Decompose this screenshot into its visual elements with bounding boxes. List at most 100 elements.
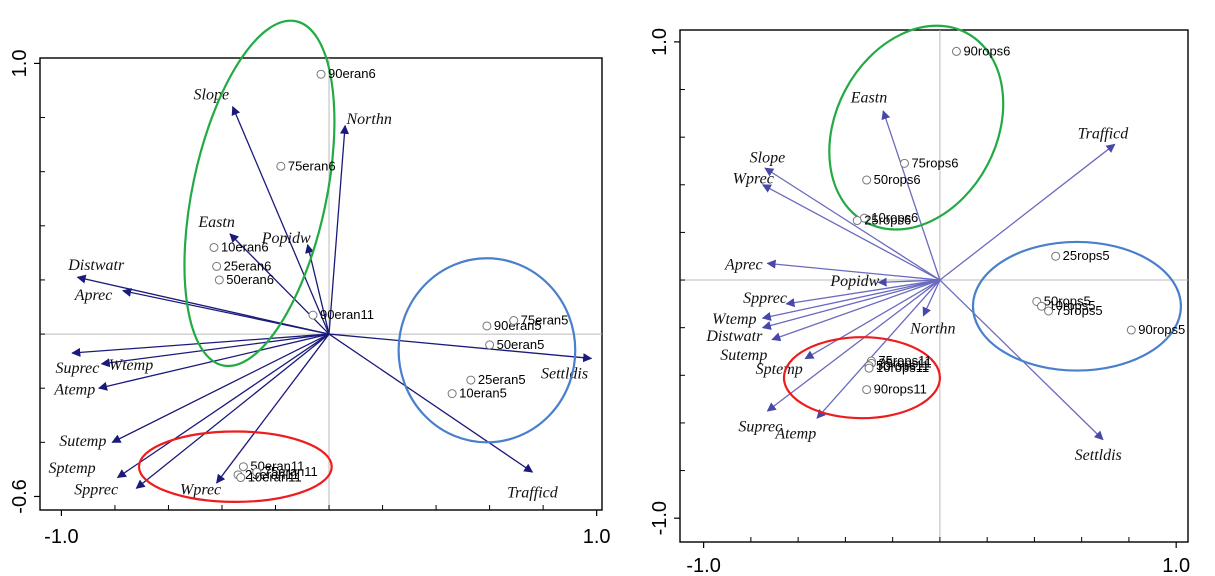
site-label: 50rops6 (874, 172, 921, 187)
arrow-wprec (761, 184, 941, 281)
arrow-sptemp (804, 279, 941, 360)
x-tick-label: -1.0 (686, 555, 720, 576)
site-point (308, 310, 318, 320)
site-label: 90rops11 (874, 382, 927, 397)
x-tick-label: 1.0 (583, 526, 611, 548)
site-label: 10eran6 (221, 239, 269, 254)
site-point (482, 321, 492, 331)
arrow-label-sutemp: Sutemp (720, 347, 767, 364)
arrow-label-distwatr: Distwatr (705, 328, 763, 345)
site-label: 90rops6 (963, 43, 1010, 58)
site-point (1044, 306, 1054, 316)
site-label: 50eran11 (250, 459, 304, 474)
site-label: 50eran5 (497, 337, 545, 352)
arrow-trafficd (328, 333, 534, 473)
site-label: 25rops5 (1063, 248, 1110, 263)
arrow-label-popidw: Popidw (261, 230, 311, 247)
plot-frame (679, 29, 1189, 543)
site-point (316, 69, 326, 79)
site-point (509, 316, 519, 326)
biplot-right: -1.0 1.0 1.0 -1.0 Eastn Slope Wprec Trafficd Apr… (649, 24, 1190, 576)
arrow-slope (764, 167, 941, 281)
arrow-label-wtemp: Wtemp (712, 311, 756, 328)
arrow-wtemp (761, 279, 941, 321)
arrow-label-wprec: Wprec (733, 171, 774, 188)
arrow-label-aprec: Aprec (724, 256, 763, 273)
arrow-suprec (766, 279, 941, 412)
arrow-sutemp (771, 279, 941, 342)
arrow-popidw (877, 277, 940, 287)
site-label: 50rops5 (1044, 293, 1091, 308)
x-tick-label: -1.0 (44, 526, 78, 548)
arrow-label-spprec: Spprec (743, 290, 787, 307)
site-point (951, 46, 961, 56)
site-label: 75rops6 (911, 155, 958, 170)
site-label: 25rops11 (878, 355, 931, 370)
site-label: 75rops11 (878, 353, 931, 368)
arrow-eastn (881, 110, 941, 281)
arrow-distwatr (761, 279, 941, 330)
site-point (466, 375, 476, 385)
arrow-wprec (216, 333, 330, 484)
arrow-label-settldis: Settldis (541, 365, 588, 382)
arrow-spprec (135, 333, 330, 489)
arrow-suprec (71, 333, 330, 357)
arrow-label-spprec: Spprec (74, 482, 118, 499)
arrow-label-popidw: Popidw (829, 273, 879, 290)
site-label: 50eran6 (226, 272, 274, 287)
arrow-settldis (328, 333, 593, 363)
site-point (212, 261, 222, 271)
y-tick-label: -1.0 (649, 501, 671, 535)
arrow-trafficd (939, 143, 1116, 281)
arrow-label-sptemp: Sptemp (756, 361, 803, 378)
arrow-label-aprec: Aprec (74, 287, 113, 304)
arrow-label-wprec: Wprec (180, 482, 221, 499)
site-point (238, 462, 248, 472)
site-point (236, 473, 246, 483)
site-label: 50rops11 (876, 358, 929, 373)
group-ellipse (137, 430, 333, 503)
plot-frame (39, 57, 603, 511)
arrow-label-trafficd: Trafficd (507, 484, 559, 501)
arrow-label-distwatr: Distwatr (67, 257, 125, 274)
arrow-sptemp (116, 333, 330, 479)
site-point (485, 340, 495, 350)
site-label: 90eran5 (494, 318, 542, 333)
arrow-aprec (122, 287, 330, 335)
site-point (899, 158, 909, 168)
group-ellipse (782, 336, 942, 420)
site-label: 75eran5 (521, 313, 569, 328)
site-point (1051, 251, 1061, 261)
site-point (862, 385, 872, 395)
site-point (447, 389, 457, 399)
arrow-label-sutemp: Sutemp (59, 433, 106, 450)
site-label: 75eran6 (288, 158, 336, 173)
arrow-label-sptemp: Sptemp (49, 460, 96, 477)
site-point (862, 175, 872, 185)
site-label: 75eran11 (264, 464, 318, 479)
y-tick-label: -0.6 (9, 479, 31, 513)
site-label: 25eran6 (224, 258, 272, 273)
arrow-label-eastn: Eastn (850, 90, 887, 107)
x-tick-label: 1.0 (1162, 555, 1190, 576)
site-label: 10eran11 (248, 470, 302, 485)
arrow-label-trafficd: Trafficd (1078, 125, 1130, 142)
arrow-label-suprec: Suprec (56, 360, 100, 377)
site-label: 25rops6 (864, 213, 911, 228)
site-label: 10rops11 (876, 360, 929, 375)
arrow-slope (231, 105, 330, 335)
group-ellipse (183, 19, 336, 368)
biplot-left: -1.0 1.01.0-0.6SlopeNorthnEastnPopidwDist… (9, 19, 611, 548)
arrow-spprec (785, 279, 941, 308)
arrow-sutemp (111, 333, 330, 443)
site-label: 10eran5 (459, 386, 507, 401)
arrow-label-slope: Slope (750, 149, 786, 166)
arrow-label-settldis: Settldis (1075, 447, 1122, 464)
site-label: 90eran11 (320, 307, 374, 322)
site-label: 25eran5 (478, 372, 526, 387)
arrow-label-suprec: Suprec (738, 418, 782, 435)
site-point (252, 467, 262, 477)
site-label: 75rops5 (1056, 303, 1103, 318)
group-ellipse (971, 240, 1183, 372)
